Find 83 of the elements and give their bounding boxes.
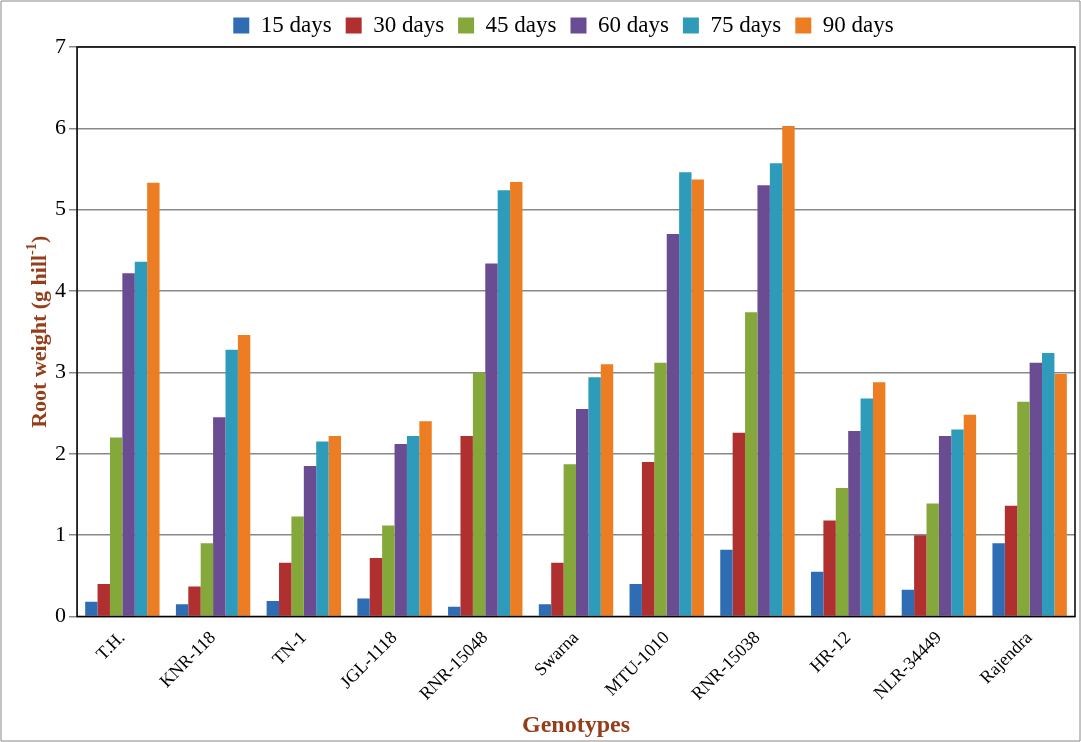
bar <box>872 382 886 616</box>
bar <box>279 562 292 616</box>
bar <box>328 435 342 616</box>
bar <box>510 182 523 616</box>
bar <box>122 273 135 616</box>
bar <box>914 535 927 616</box>
bar <box>175 604 189 616</box>
bar <box>588 377 601 616</box>
bar <box>810 571 824 616</box>
bar <box>938 435 952 616</box>
bar <box>188 586 201 616</box>
y-tick-label: 2 <box>55 439 66 465</box>
bar <box>629 583 642 616</box>
legend-label: 15 days <box>260 11 332 37</box>
y-tick-label: 7 <box>55 32 66 58</box>
bar <box>97 583 110 616</box>
bar <box>641 461 655 616</box>
bar <box>1017 401 1030 616</box>
bar <box>382 525 395 616</box>
bar <box>485 263 498 616</box>
bar <box>745 312 758 616</box>
bar <box>963 414 977 616</box>
bar <box>992 543 1005 616</box>
bar <box>551 562 564 616</box>
bar <box>732 432 746 616</box>
bar <box>225 349 238 616</box>
bar <box>316 441 329 616</box>
bar <box>85 601 98 616</box>
bar <box>266 601 280 616</box>
bar <box>782 125 795 616</box>
bar <box>1042 352 1055 616</box>
bar <box>419 421 432 616</box>
bar <box>860 398 873 616</box>
legend-label: 30 days <box>373 11 445 37</box>
bar <box>134 261 148 616</box>
legend-label: 45 days <box>485 11 557 37</box>
y-tick-label: 0 <box>55 602 66 628</box>
y-tick-label: 6 <box>55 114 66 140</box>
bar <box>848 431 861 616</box>
x-axis-title: Genotypes <box>522 711 630 738</box>
bar <box>563 464 576 616</box>
bar <box>497 190 511 616</box>
bar <box>666 234 680 616</box>
bar <box>200 543 214 616</box>
bar <box>303 465 317 616</box>
bar <box>406 435 420 616</box>
bar <box>576 409 589 616</box>
bar <box>679 172 692 616</box>
legend-label: 60 days <box>598 11 669 37</box>
y-axis-title: Root weight (g hill-1) <box>23 235 51 428</box>
y-tick-label: 4 <box>55 276 66 302</box>
bar <box>394 444 407 616</box>
bar <box>1004 505 1018 616</box>
x-tick-label: T.H. <box>92 627 129 664</box>
bar <box>472 372 486 616</box>
bar <box>691 179 704 616</box>
bar <box>369 557 383 616</box>
bar <box>448 606 461 616</box>
legend-label: 90 days <box>822 11 894 37</box>
bar <box>835 487 849 616</box>
bar <box>460 435 473 616</box>
bar <box>1029 362 1043 616</box>
bar <box>600 364 614 616</box>
bar <box>951 429 964 616</box>
bar <box>357 598 370 616</box>
bar <box>901 589 915 616</box>
bar <box>291 516 304 616</box>
bar <box>720 549 733 616</box>
bar <box>213 417 226 616</box>
bar <box>926 503 939 616</box>
bar <box>237 335 251 616</box>
legend-label: 75 days <box>710 11 782 37</box>
bar <box>654 362 667 616</box>
y-tick-label: 1 <box>55 520 66 546</box>
bar <box>769 163 783 616</box>
y-tick-label: 3 <box>55 358 66 384</box>
bar <box>757 185 770 616</box>
bar <box>538 604 552 616</box>
y-tick-label: 5 <box>55 195 66 221</box>
bar <box>147 182 160 616</box>
bar <box>109 437 123 616</box>
bar <box>1054 374 1067 616</box>
bar <box>823 520 836 616</box>
